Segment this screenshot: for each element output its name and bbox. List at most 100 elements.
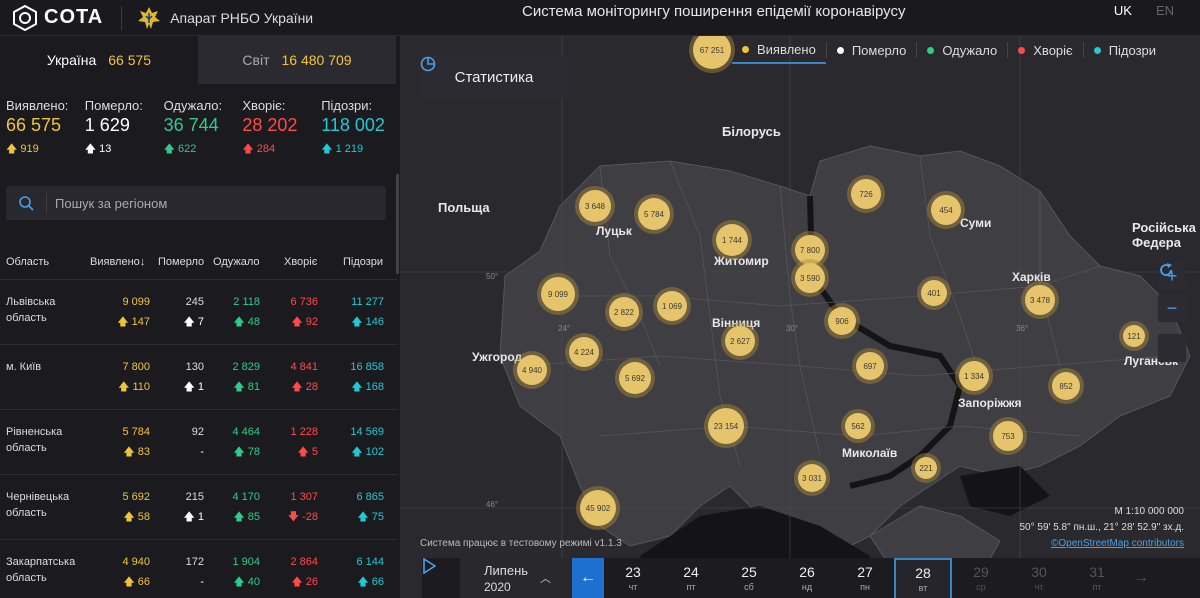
search-input[interactable] <box>55 195 355 211</box>
map-cluster[interactable]: 45 902 <box>580 490 616 526</box>
delta-value: 1 219 <box>335 143 364 155</box>
total-label: Померло: <box>84 98 143 113</box>
scrollbar[interactable] <box>396 174 399 274</box>
map-cluster[interactable]: 1 069 <box>657 291 687 321</box>
logo[interactable]: COTA <box>12 0 103 36</box>
map-cluster[interactable]: 3 478 <box>1025 285 1055 315</box>
prev-day-button[interactable]: ← <box>572 558 604 598</box>
cell-value: 4 841 <box>290 361 318 373</box>
total-label: Підозри: <box>321 98 373 113</box>
table-row[interactable]: Львівська область 9 099 🡅 147 245 🡅 7 2 … <box>0 280 398 345</box>
osm-attribution-link[interactable]: ©OpenStreetMap contributors <box>1051 538 1184 549</box>
tab-ukraine[interactable]: Україна 66 575 <box>0 36 198 84</box>
next-day-button[interactable]: → <box>1126 558 1156 598</box>
map-cluster[interactable]: 2 627 <box>725 326 755 356</box>
delta-value: 66 <box>137 576 150 588</box>
map-cluster[interactable]: 4 940 <box>517 355 547 385</box>
lang-en[interactable]: EN <box>1155 3 1174 18</box>
map-cluster[interactable]: 454 <box>931 195 961 225</box>
map-cluster[interactable]: 906 <box>828 307 856 335</box>
cell-value: 5 692 <box>122 491 150 503</box>
lang-uk[interactable]: UK <box>1113 3 1132 18</box>
timeline-day[interactable]: 24 пт <box>662 558 720 598</box>
delta-value: 7 <box>197 316 204 328</box>
cell-delta: 🡅 1 <box>160 509 205 525</box>
map-cluster[interactable]: 3 031 <box>798 464 826 492</box>
search-icon[interactable] <box>6 195 46 211</box>
tab-world[interactable]: Світ 16 480 709 <box>198 36 396 84</box>
col-confirmed[interactable]: Виявлено↓ <box>90 256 145 268</box>
ukraine-land <box>499 145 1191 557</box>
timeline-day[interactable]: 25 сб <box>720 558 778 598</box>
refresh-button[interactable] <box>1158 263 1186 362</box>
map[interactable]: 50° 46° 24° 30° 36° Білорусь Польща Росі… <box>400 36 1200 598</box>
timeline-day[interactable]: 26 нд <box>778 558 836 598</box>
legend-item[interactable]: Хворіє <box>1008 36 1082 64</box>
month-selector[interactable]: Липень 2020 ︿ <box>460 558 572 598</box>
table-row[interactable]: Закарпатська область 4 940 🡅 66 172 - 1 … <box>0 540 398 598</box>
cell-value: 4 464 <box>232 426 260 438</box>
cell-conf: 4 940 🡅 66 <box>90 554 150 590</box>
col-suspected[interactable]: Підозри <box>343 255 384 268</box>
table-row[interactable]: Чернівецька область 5 692 🡅 58 215 🡅 1 4… <box>0 475 398 540</box>
statistics-button[interactable]: Статистика <box>420 56 568 98</box>
map-cluster[interactable]: 121 <box>1123 325 1145 347</box>
table-row[interactable]: Рівненська область 5 784 🡅 83 92 - 4 464… <box>0 410 398 475</box>
delta-value: 102 <box>365 446 384 458</box>
legend-item[interactable]: Померло <box>827 36 917 64</box>
timeline-day[interactable]: 23 чт <box>604 558 662 598</box>
day-number: 31 <box>1089 564 1105 580</box>
total-value: 1 629 <box>84 115 130 135</box>
map-label-zaporizhzhia: Запоріжжя <box>958 396 1022 410</box>
delta-value: 83 <box>137 446 150 458</box>
map-cluster[interactable]: 3 648 <box>579 190 611 222</box>
timeline-day[interactable]: 28 вт <box>894 558 952 598</box>
legend-item[interactable]: Підозри <box>1084 36 1166 64</box>
legend-item[interactable]: Виявлено <box>732 36 826 64</box>
map-cluster[interactable]: 5 784 <box>638 198 670 230</box>
map-cluster[interactable]: 7 800 <box>795 235 825 265</box>
map-cluster[interactable]: 1 334 <box>959 361 989 391</box>
cell-susp: 16 858 🡅 168 <box>330 359 384 395</box>
map-cluster[interactable]: 562 <box>845 413 871 439</box>
map-cluster[interactable]: 3 590 <box>795 263 825 293</box>
col-region[interactable]: Область <box>6 255 50 268</box>
cell-value: 1 228 <box>290 426 318 438</box>
cell-delta: 🡅 146 <box>330 314 384 330</box>
map-label-kharkiv: Харків <box>1012 270 1051 284</box>
map-cluster[interactable]: 4 224 <box>569 337 599 367</box>
timeline-day[interactable]: 27 пн <box>836 558 894 598</box>
map-cluster[interactable]: 726 <box>851 179 881 209</box>
timeline-day[interactable]: 30 чт <box>1010 558 1068 598</box>
total-value: 28 202 <box>242 115 298 135</box>
map-cluster[interactable]: 1 744 <box>716 224 748 256</box>
total-delta: 🡅 919 <box>6 140 85 159</box>
total-label: Одужало: <box>163 98 223 113</box>
map-cluster[interactable]: 753 <box>993 421 1023 451</box>
timeline-day[interactable]: 29 ср <box>952 558 1010 598</box>
zoom-out-button[interactable]: − <box>1158 294 1186 322</box>
table-row[interactable]: м. Київ 7 800 🡅 110 130 🡅 1 2 829 🡅 81 4… <box>0 345 398 410</box>
up-arrow-icon: 🡅 <box>291 316 306 328</box>
play-button[interactable] <box>422 558 460 598</box>
map-cluster[interactable]: 697 <box>856 352 884 380</box>
dnipro-river <box>807 195 964 489</box>
map-cluster[interactable]: 2 822 <box>609 297 639 327</box>
col-recovered[interactable]: Одужало <box>213 255 260 268</box>
legend-label: Хворіє <box>1033 42 1073 58</box>
legend-item[interactable]: Одужало <box>917 36 1007 64</box>
map-cluster[interactable]: 23 154 <box>708 408 744 444</box>
map-cluster[interactable]: 9 099 <box>541 277 575 311</box>
col-sick[interactable]: Хворіє <box>284 255 318 268</box>
map-cluster[interactable]: 5 692 <box>619 362 651 394</box>
map-cluster[interactable]: 67 251 <box>693 36 731 69</box>
map-cluster[interactable]: 401 <box>921 280 947 306</box>
cell-conf: 5 784 🡅 83 <box>90 424 150 460</box>
map-cluster[interactable]: 221 <box>915 457 937 479</box>
statistics-button-label: Статистика <box>454 68 534 86</box>
map-cluster[interactable]: 852 <box>1052 372 1080 400</box>
cell-value: 1 904 <box>232 556 260 568</box>
col-deaths[interactable]: Померло <box>158 255 205 268</box>
timeline-day[interactable]: 31 пт <box>1068 558 1126 598</box>
legend-divider <box>916 42 918 58</box>
